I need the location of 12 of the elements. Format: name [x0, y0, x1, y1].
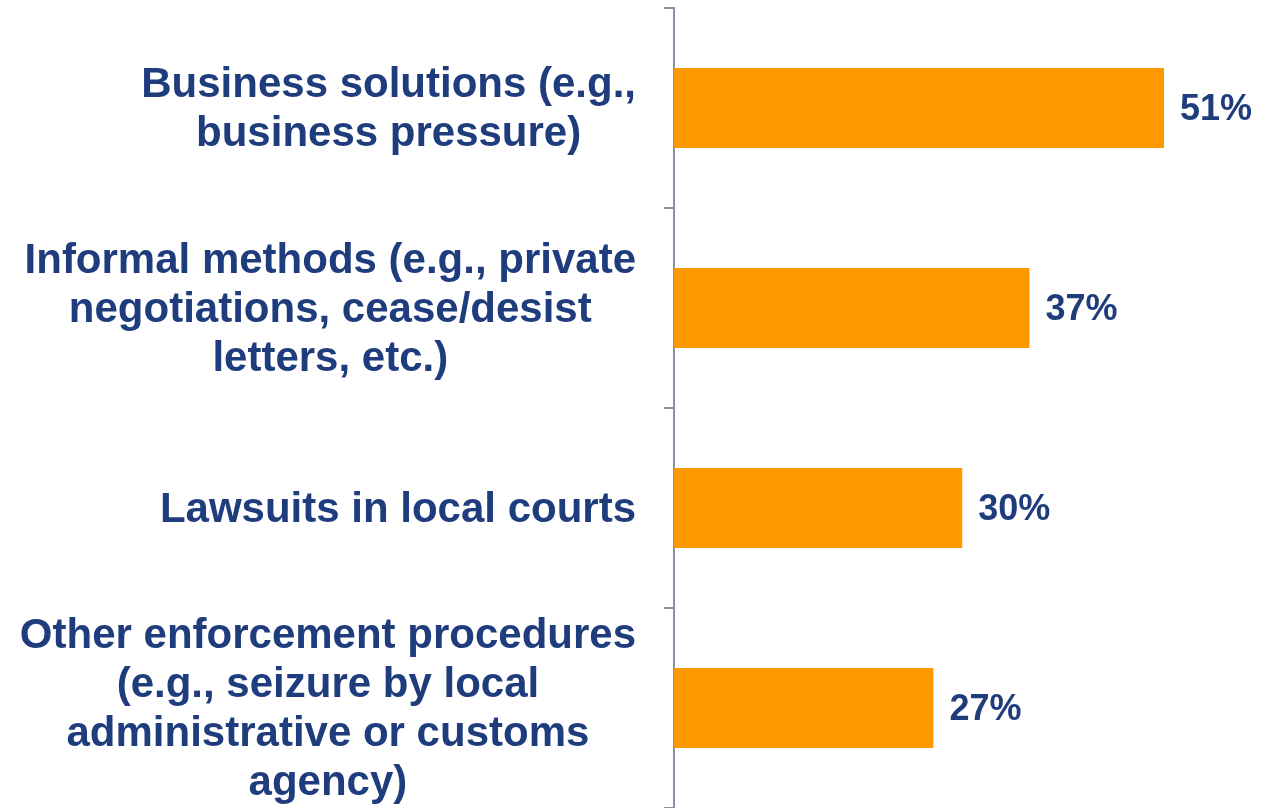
- y-tick-label: Business solutions (e.g., business pressure): [141, 59, 637, 156]
- bar: [674, 668, 934, 748]
- data-label: 37%: [1045, 286, 1118, 328]
- bar: [674, 268, 1030, 348]
- y-tick-label: Lawsuits in local courts: [159, 483, 636, 531]
- bar: [674, 468, 963, 548]
- y-tick-label: Other enforcement procedures (e.g., seizure by local administrative or customs agency): [19, 610, 637, 805]
- data-label: 51%: [1180, 86, 1253, 128]
- data-label: 30%: [978, 486, 1051, 528]
- data-label: 27%: [949, 686, 1022, 728]
- y-tick-label: Informal methods (e.g., private negotiations, cease/desist letters, etc.): [24, 234, 637, 380]
- bar: [674, 68, 1164, 148]
